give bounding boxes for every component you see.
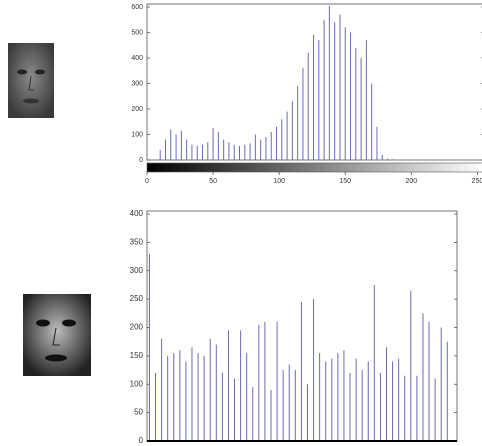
figure: 0 100 200 300 400 500 600 0 50 100 150 200 250 0 50 100… (0, 0, 482, 446)
y-tick-label: 0 (139, 436, 144, 445)
histogram: 0 50 100 150 200 250 300 350 400 (130, 209, 457, 445)
y-tick-label: 0 (139, 157, 143, 164)
y-tick-label: 150 (130, 351, 144, 360)
gray-scale-bar (147, 163, 482, 172)
y-tick-label: 400 (131, 55, 143, 62)
y-tick-label: 200 (130, 323, 144, 332)
face-image (8, 43, 54, 118)
y-tick-label: 500 (131, 29, 143, 36)
x-tick-label: 0 (145, 178, 149, 185)
y-tick-label: 100 (130, 379, 144, 388)
x-tick-label: 100 (273, 178, 285, 185)
x-tick-label: 250 (472, 178, 482, 185)
y-tick-label: 100 (131, 131, 143, 138)
x-tick-label: 200 (405, 178, 417, 185)
bars (160, 6, 393, 160)
plot-frame (147, 4, 482, 160)
y-tick-label: 400 (130, 209, 144, 218)
x-tick-label: 150 (339, 178, 351, 185)
y-tick-label: 200 (131, 106, 143, 113)
y-tick-label: 350 (130, 237, 144, 246)
y-tick-label: 300 (130, 266, 144, 275)
y-tick-label: 300 (131, 80, 143, 87)
x-tick-label: 50 (209, 178, 217, 185)
bars (149, 254, 447, 441)
y-tick-label: 250 (130, 294, 144, 303)
y-tick-label: 50 (134, 408, 143, 417)
equalized-face-image (23, 294, 91, 376)
histogram: 0 100 200 300 400 500 600 0 50 100 150 200 250 (131, 4, 482, 185)
y-tick-label: 600 (131, 4, 143, 11)
